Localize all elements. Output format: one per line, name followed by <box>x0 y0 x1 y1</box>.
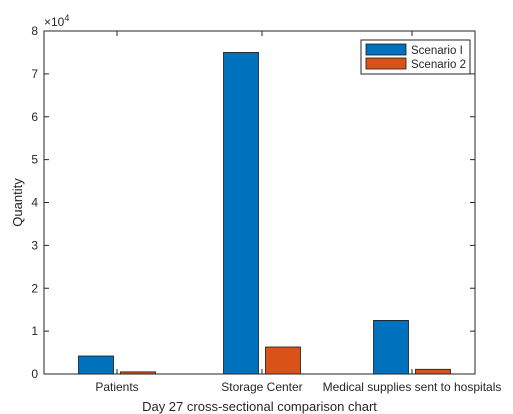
x-tick-label: Medical supplies sent to hospitals <box>323 380 502 394</box>
legend-swatch <box>365 43 407 56</box>
y-axis: 0 1 2 3 4 5 6 7 8 <box>31 24 475 381</box>
bar-2-1 <box>120 371 156 375</box>
x-tick-label: Storage Center <box>221 380 302 394</box>
plot-frame <box>43 30 476 375</box>
bar-2-3 <box>415 368 451 375</box>
y-exponent-label: ×104 <box>44 13 69 29</box>
legend-entry: Scenario I <box>411 45 463 57</box>
bar-1-3 <box>373 320 409 375</box>
bar-1-1 <box>78 355 114 375</box>
x-axis: Patients Storage Center Medical supplies s… <box>95 31 501 394</box>
x-axis-label: Day 27 cross-sectional comparison chart <box>142 399 377 414</box>
y-tick-label: 2 <box>31 281 38 295</box>
plot-area <box>43 30 476 375</box>
y-tick-label: 1 <box>31 324 38 338</box>
bar-2-2 <box>265 346 301 375</box>
bar-1-2 <box>223 52 259 375</box>
y-tick-label: 8 <box>31 24 38 38</box>
y-exponent-power: 4 <box>64 13 69 23</box>
y-tick-label: 7 <box>31 67 38 81</box>
y-tick-label: 6 <box>31 110 38 124</box>
legend-entry: Scenario 2 <box>411 59 466 71</box>
y-tick-label: 4 <box>31 196 38 210</box>
y-tick-label: 3 <box>31 238 38 252</box>
legend-swatch <box>365 57 407 70</box>
y-axis-label: Quantity <box>10 178 25 227</box>
bars <box>78 52 451 375</box>
y-tick-label: 0 <box>31 367 38 381</box>
y-exponent-base: ×10 <box>44 15 65 29</box>
x-tick-label: Patients <box>95 380 138 394</box>
y-tick-label: 5 <box>31 153 38 167</box>
legend: Scenario I Scenario 2 <box>360 39 471 75</box>
